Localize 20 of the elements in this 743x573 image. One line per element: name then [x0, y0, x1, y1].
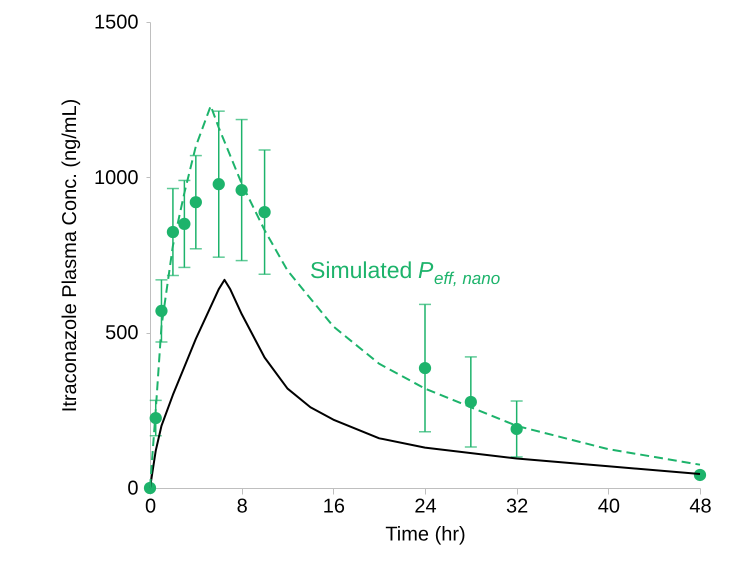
- point: [144, 482, 156, 494]
- x-tick-label: 24: [414, 496, 437, 518]
- point: [258, 206, 271, 218]
- y-tick-label: 500: [105, 322, 138, 344]
- x-tick-label: 0: [144, 496, 156, 518]
- y-tick-label: 1500: [94, 12, 138, 34]
- point: [510, 422, 523, 436]
- x-tick-label: 48: [689, 496, 712, 518]
- x-axis-title: Time (hr): [385, 524, 466, 546]
- x-tick-label: 40: [598, 496, 620, 518]
- point: [178, 218, 190, 230]
- x-tick-label: 8: [236, 496, 248, 518]
- point: [418, 362, 432, 374]
- x-tick-label: 16: [322, 496, 345, 518]
- point: [212, 178, 225, 190]
- y-tick-label: 0: [127, 478, 138, 500]
- y-tick-label: 1000: [94, 166, 138, 189]
- point: [190, 196, 202, 208]
- x-tick-label: 32: [506, 496, 528, 518]
- y-axis-title: Itraconazole Plasma Conc. (ng/mL): [59, 98, 82, 412]
